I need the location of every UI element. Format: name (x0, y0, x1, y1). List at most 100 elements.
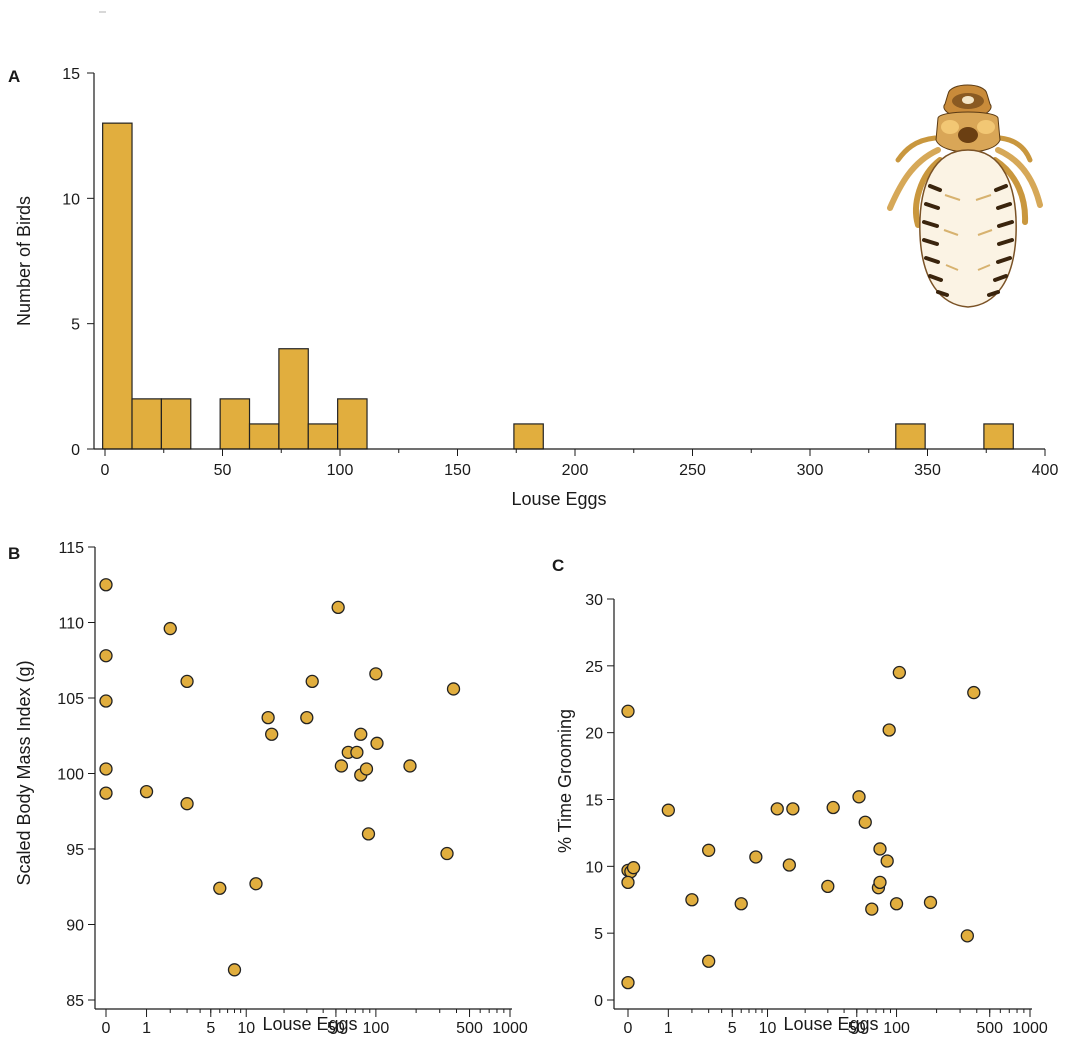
scatter-point (880, 854, 894, 868)
scatter-point (702, 843, 716, 857)
scatter-point (786, 802, 800, 816)
x-tick-label: 350 (914, 462, 941, 479)
x-tick-label: 10 (237, 1020, 255, 1037)
scatter-point (354, 727, 368, 741)
scatter-point (99, 786, 113, 800)
histogram-bar (219, 398, 251, 450)
scatter-point (858, 815, 872, 829)
scatter-point (359, 762, 374, 776)
scatter-point (621, 975, 635, 990)
y-tick-label: 0 (594, 993, 603, 1010)
body-mass-axes: 0 1 5 10 50 100 500 1000 85 90 95 100 105 110 115 (57, 540, 528, 1037)
scatter-point (892, 665, 907, 680)
scatter-point (967, 685, 981, 700)
scatter-point (960, 929, 974, 943)
scatter-point (749, 850, 763, 864)
x-tick-label: 50 (214, 462, 232, 479)
x-tick-label: 10 (759, 1020, 777, 1037)
panel-label-c: C (552, 556, 564, 575)
scatter-point (865, 902, 879, 916)
y-tick-label: 10 (62, 191, 80, 208)
scatter-point (99, 578, 113, 592)
scatter-point (702, 954, 716, 968)
scatter-point (685, 893, 699, 907)
grooming-points (621, 665, 981, 990)
scatter-point (369, 667, 383, 681)
y-tick-label: 10 (585, 859, 603, 876)
grooming-y-axis-label: % Time Grooming (555, 709, 575, 853)
scatter-point (334, 759, 349, 773)
y-tick-label: 0 (71, 442, 80, 459)
y-tick-label: 30 (585, 592, 603, 609)
histogram-panel: 0 50 100 150 200 250 300 350 400 0 5 10 15 Louse Egg… (14, 66, 1058, 509)
scatter-point (734, 897, 748, 911)
body-mass-points (99, 578, 461, 977)
histogram-bar (983, 423, 1014, 450)
body-mass-y-axis-label: Scaled Body Mass Index (g) (14, 660, 34, 885)
histogram-x-axis-label: Louse Eggs (511, 489, 606, 509)
y-tick-label: 100 (57, 767, 84, 784)
x-tick-label: 1000 (1012, 1020, 1048, 1037)
histogram-bar (131, 398, 162, 450)
x-tick-label: 50 (848, 1020, 866, 1037)
scatter-point (163, 621, 177, 636)
x-tick-label: 400 (1032, 462, 1059, 479)
y-tick-label: 5 (594, 926, 603, 943)
scatter-point (821, 879, 835, 894)
scatter-point (440, 846, 454, 861)
scatter-point (300, 710, 314, 725)
x-tick-label: 5 (206, 1020, 215, 1037)
scatter-point (99, 649, 113, 663)
scatter-point (265, 727, 279, 741)
scatter-point (621, 875, 635, 890)
x-tick-label: 0 (102, 1020, 111, 1037)
scatter-point (782, 858, 796, 872)
scatter-point (227, 963, 242, 977)
x-tick-label: 5 (728, 1020, 737, 1037)
histogram-axes: 0 50 100 150 200 250 300 350 400 0 5 10 15 (62, 66, 1058, 479)
x-tick-label: 200 (562, 462, 589, 479)
y-tick-label: 85 (66, 993, 84, 1010)
x-tick-label: 1000 (492, 1020, 528, 1037)
scatter-point (99, 694, 113, 708)
scatter-point (180, 674, 194, 689)
histogram-bar (102, 122, 133, 450)
histogram-bar (895, 423, 926, 450)
scatter-point (305, 674, 319, 689)
x-tick-label: 500 (976, 1020, 1003, 1037)
histogram-y-axis-label: Number of Birds (14, 196, 34, 326)
scatter-point (873, 842, 887, 856)
histogram-bar (160, 398, 192, 450)
panel-label-b: B (8, 544, 20, 563)
x-tick-label: 1 (664, 1020, 673, 1037)
x-tick-label: 0 (624, 1020, 633, 1037)
scatter-point (350, 745, 364, 760)
scatter-point (661, 803, 675, 817)
x-tick-label: 1 (142, 1020, 151, 1037)
histogram-bars (102, 122, 1014, 450)
y-tick-label: 20 (585, 726, 603, 743)
scatter-point (331, 600, 345, 615)
y-tick-label: 105 (57, 691, 84, 708)
y-tick-label: 110 (58, 616, 84, 633)
scatter-point (139, 784, 154, 799)
scatter-point (852, 790, 866, 804)
louse-illustration (887, 84, 1043, 308)
x-tick-label: 100 (327, 462, 354, 479)
x-tick-label: 250 (679, 462, 706, 479)
x-tick-label: 150 (444, 462, 471, 479)
panel-label-a: A (8, 67, 20, 86)
scatter-point (370, 736, 384, 750)
y-tick-label: 15 (62, 66, 80, 83)
y-tick-label: 25 (585, 659, 603, 676)
y-tick-label: 90 (66, 918, 84, 935)
y-tick-label: 15 (585, 793, 603, 810)
scatter-point (446, 682, 461, 696)
top-mark (99, 11, 106, 13)
histogram-bar (248, 423, 280, 450)
scatter-point (213, 881, 227, 895)
scatter-point (873, 875, 887, 890)
